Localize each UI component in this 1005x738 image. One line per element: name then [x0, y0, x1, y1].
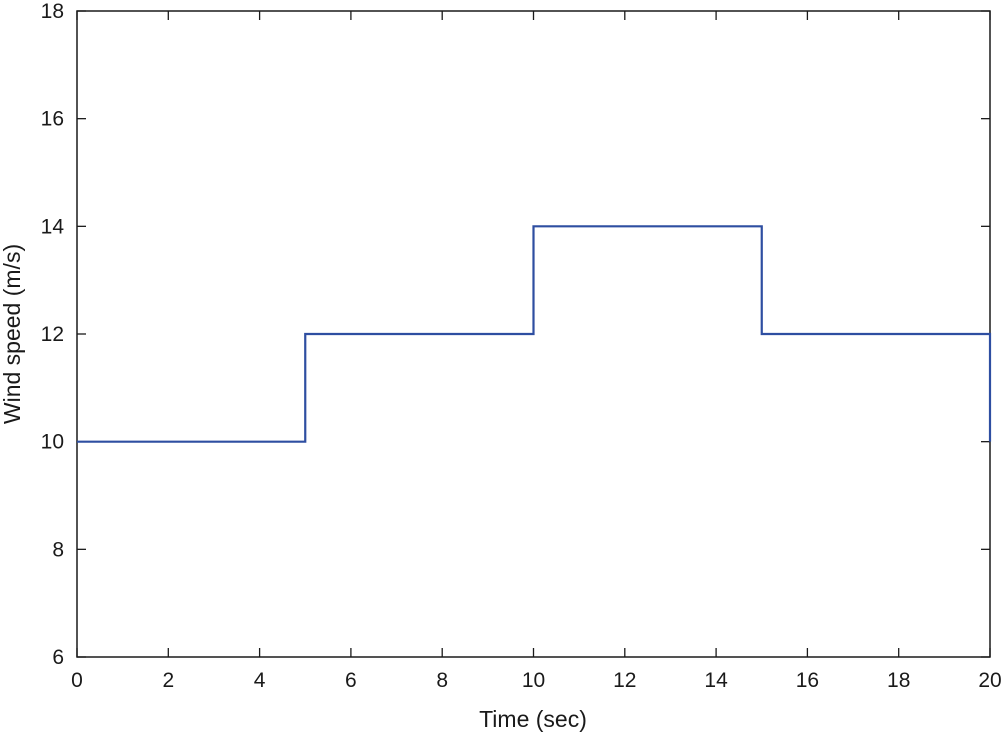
series-layer	[77, 225, 992, 443]
x-axis-label: Time (sec)	[479, 706, 587, 732]
axis-ticks: 0 2 4 6 8 10 12 14 16 18 20 6 8 10 12 14 16 18	[41, 0, 1002, 692]
x-tick-label: 12	[613, 669, 636, 692]
y-tick-label: 18	[41, 0, 64, 23]
y-tick-label: 12	[41, 323, 64, 346]
x-tick-label: 16	[796, 669, 819, 692]
y-tick-label: 6	[52, 646, 64, 669]
x-tick-label: 6	[345, 669, 357, 692]
x-tick-label: 0	[71, 669, 83, 692]
x-tick-label: 14	[704, 669, 728, 692]
x-tick-label: 4	[254, 669, 266, 692]
x-tick-label: 18	[887, 669, 910, 692]
y-axis-label: Wind speed (m/s)	[0, 244, 25, 424]
wind-speed-series-line	[77, 225, 992, 443]
y-tick-label: 16	[41, 108, 64, 131]
y-tick-label: 8	[52, 538, 64, 561]
y-tick-label: 14	[41, 215, 65, 238]
x-tick-label: 10	[522, 669, 545, 692]
x-tick-label: 8	[436, 669, 448, 692]
y-tick-label: 10	[41, 431, 64, 454]
x-tick-label: 20	[978, 669, 1001, 692]
x-tick-label: 2	[162, 669, 174, 692]
